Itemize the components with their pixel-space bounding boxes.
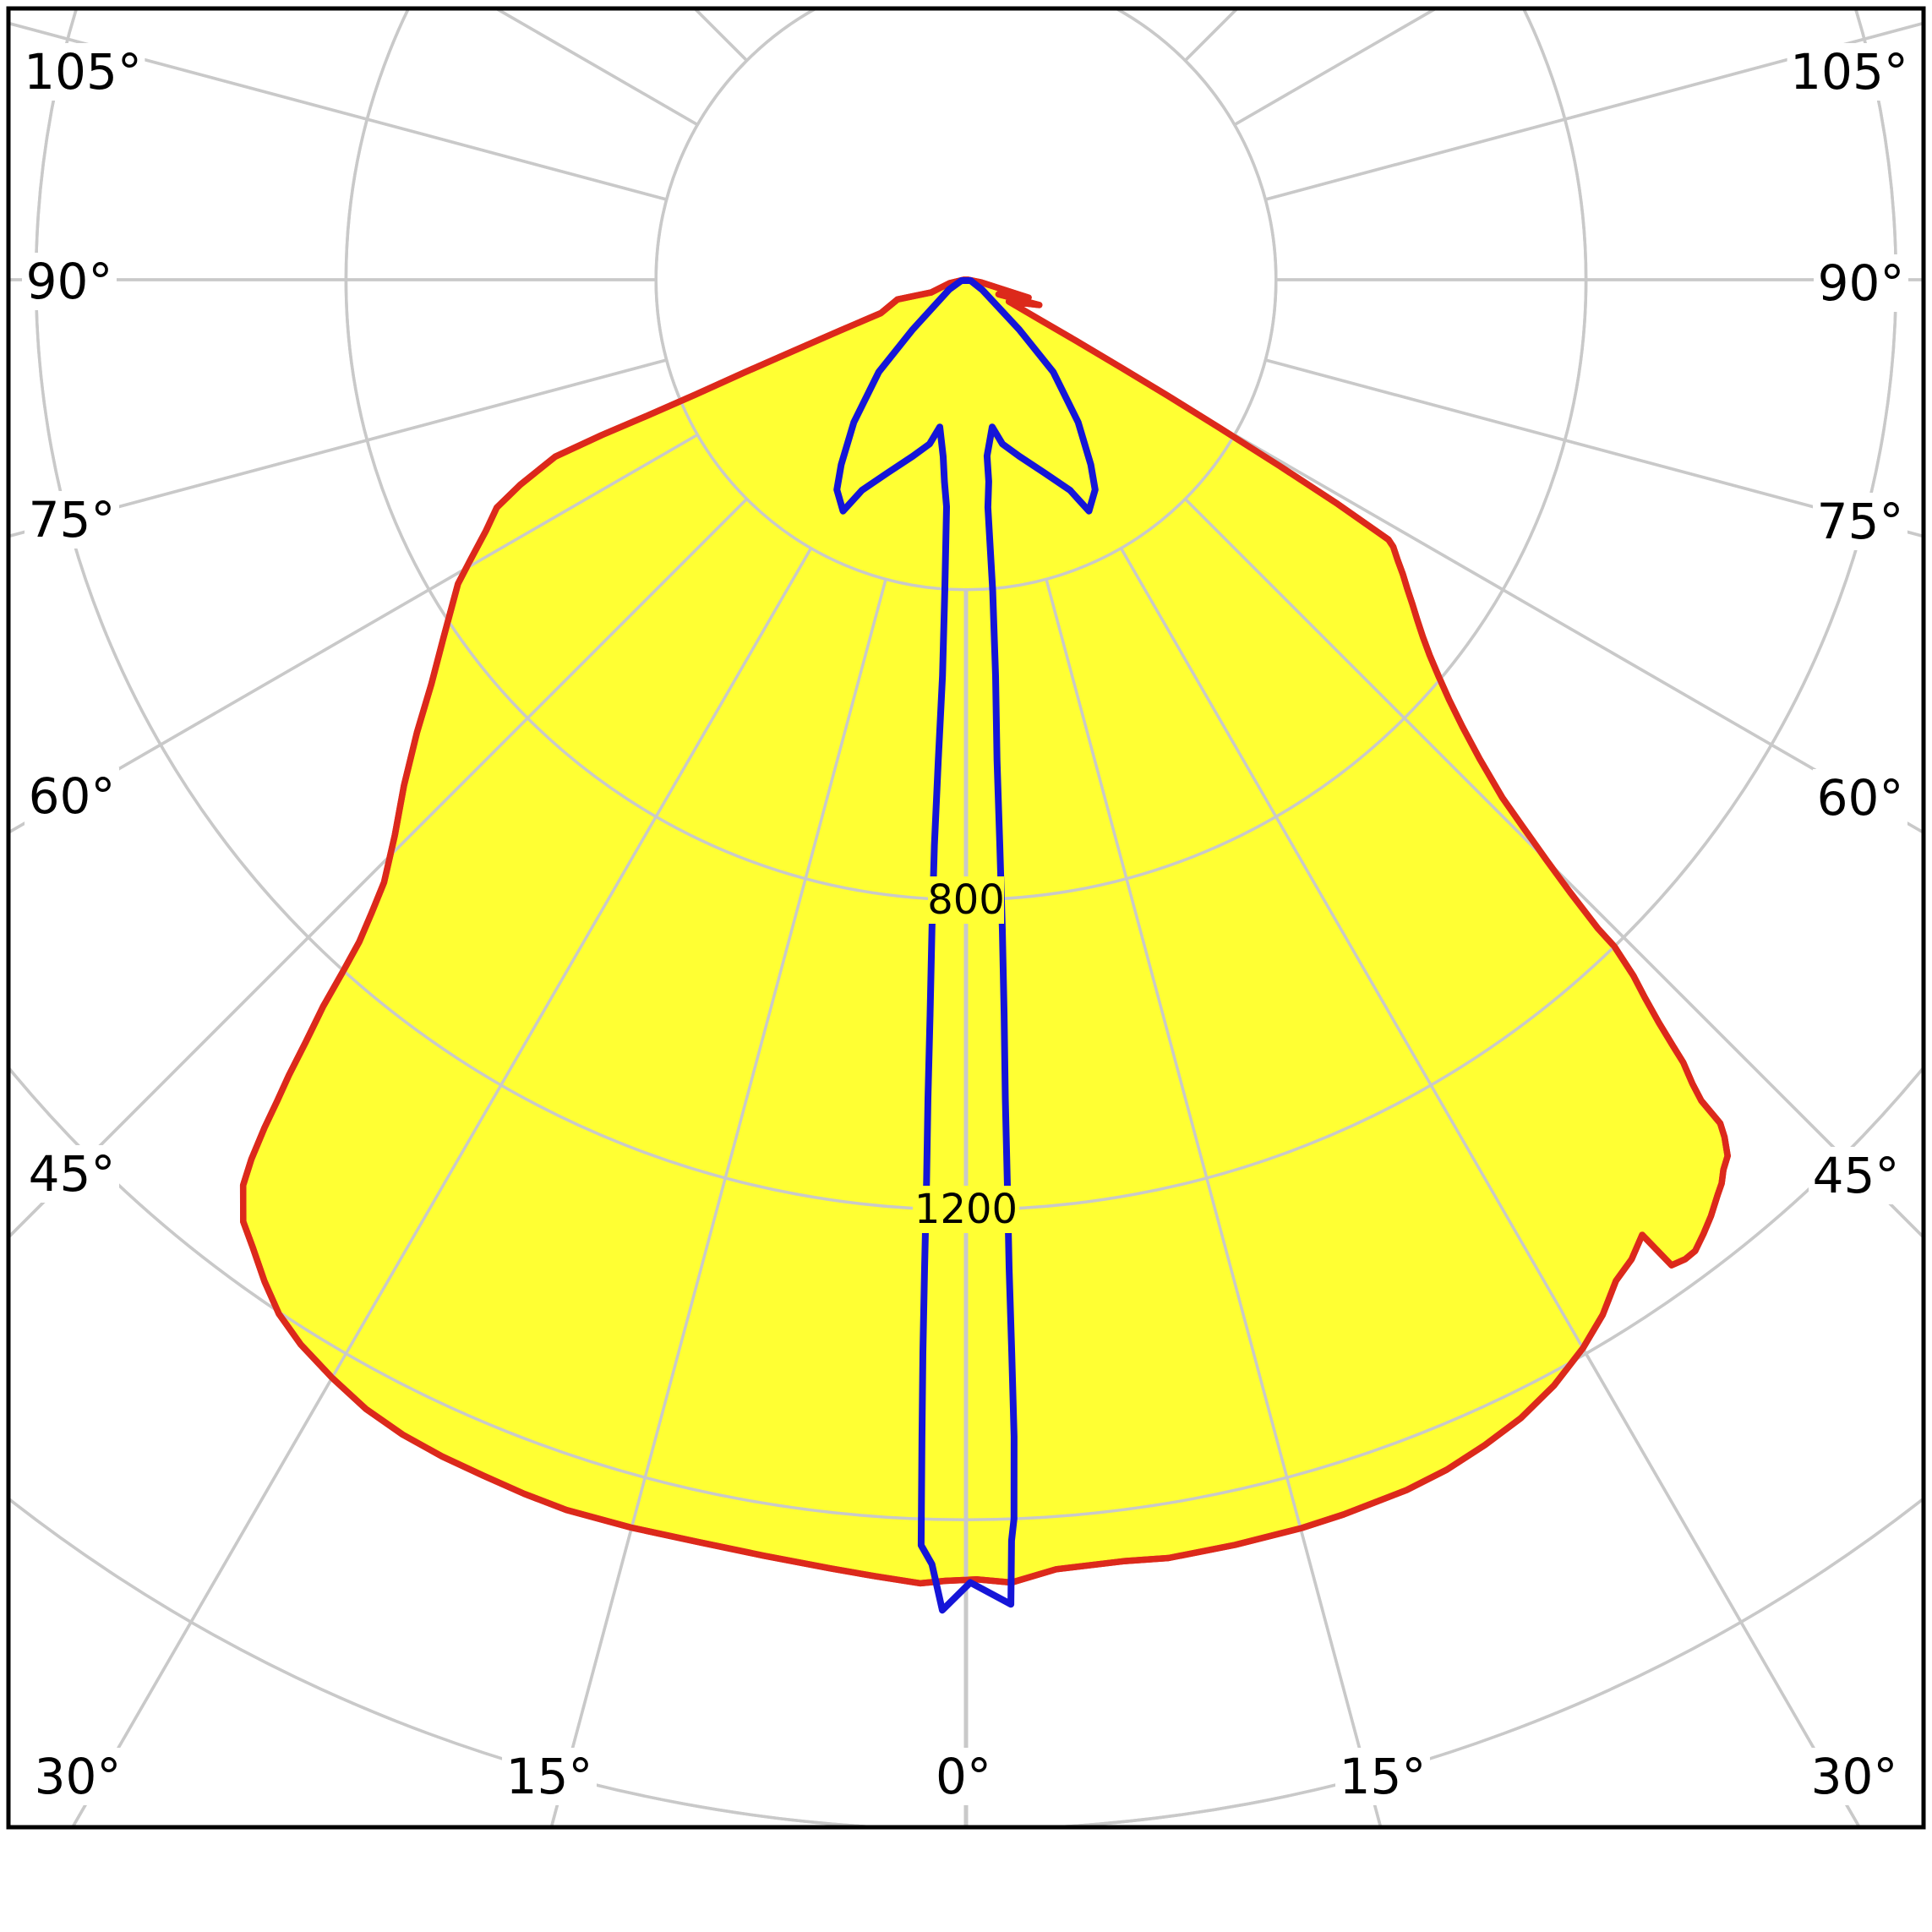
angle-90-right-knockout xyxy=(1814,254,1908,312)
angle-15-bottom-left-knockout xyxy=(502,1748,597,1805)
ring-1200-knockout xyxy=(913,1186,1019,1233)
angle-30-bottom-right-knockout xyxy=(1807,1748,1902,1805)
angle-15-bottom-right-knockout xyxy=(1335,1748,1430,1805)
angle-30-bottom-right: 30° xyxy=(1811,1748,1898,1805)
red-intensity-curve-stroke xyxy=(239,276,1731,1587)
angle-15-bottom-right: 15° xyxy=(1340,1748,1427,1805)
angle-45-right: 45° xyxy=(1813,1147,1900,1204)
grid-radial-line--60deg xyxy=(8,433,699,835)
angle-105-left-knockout xyxy=(20,43,145,101)
angle-45-left: 45° xyxy=(29,1145,116,1203)
labels: 105° 105° 90° 90° 75° 75° 60° 60° 45° 45° 30° 15° 0°… xyxy=(20,43,1912,1805)
angle-30-bottom-left-knockout xyxy=(30,1748,125,1805)
blue-intensity-curve xyxy=(833,277,1099,1614)
grid-radial-line--30deg xyxy=(70,547,813,1827)
plot-border xyxy=(6,6,1926,1830)
grid-radial-line--75deg xyxy=(8,358,668,538)
angle-90-left: 90° xyxy=(26,253,113,310)
angle-105-right-knockout xyxy=(1787,43,1912,101)
ring-800: 800 xyxy=(927,876,1005,924)
grid-radial-line-30deg xyxy=(1119,547,1862,1827)
ring-800-knockout xyxy=(928,876,1004,924)
grid-radial-line-60deg xyxy=(1233,433,1924,835)
angle-75-left-knockout xyxy=(25,491,119,548)
angle-105-left: 105° xyxy=(24,43,142,101)
grid-radial-line-105deg xyxy=(1264,21,1924,201)
grid-radial-line-45deg xyxy=(1184,498,1924,1240)
angle-0-bottom-knockout xyxy=(931,1748,996,1805)
grid-radial-line--105deg xyxy=(8,21,668,201)
angle-60-left: 60° xyxy=(29,767,116,825)
grid-radial-line-15deg xyxy=(1045,578,1383,1827)
angle-30-bottom-left: 30° xyxy=(35,1748,122,1805)
angle-45-left-knockout xyxy=(25,1145,119,1203)
grid-radial-line--45deg xyxy=(8,498,748,1240)
angle-0-bottom: 0° xyxy=(936,1748,991,1805)
angle-60-left-knockout xyxy=(25,767,119,825)
angle-60-right: 60° xyxy=(1817,769,1904,827)
grid-radial-line-75deg xyxy=(1264,358,1924,538)
angle-90-right: 90° xyxy=(1818,254,1905,312)
angle-75-right: 75° xyxy=(1817,493,1904,550)
angle-90-left-knockout xyxy=(22,253,117,310)
ring-1200: 1200 xyxy=(914,1186,1018,1233)
grid-radial-line--15deg xyxy=(549,578,887,1827)
angle-60-right-knockout xyxy=(1813,769,1907,827)
angle-45-right-knockout xyxy=(1809,1147,1903,1204)
angle-15-bottom-left: 15° xyxy=(506,1748,593,1805)
angle-75-left: 75° xyxy=(29,491,116,548)
angle-105-right: 105° xyxy=(1790,43,1908,101)
angle-75-right-knockout xyxy=(1813,493,1907,550)
